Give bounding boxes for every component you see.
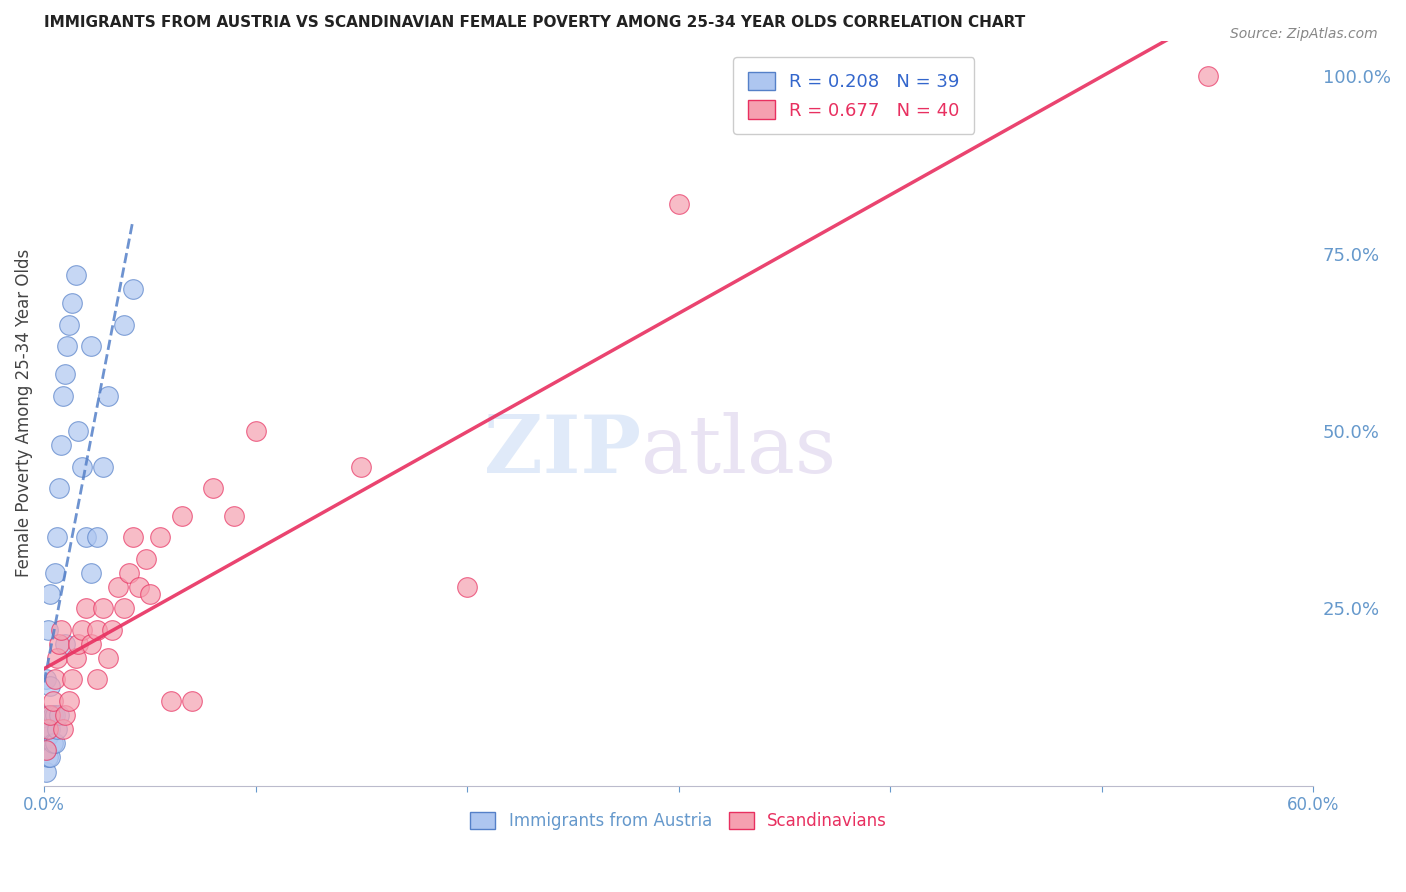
Point	[70, 459, 93, 474]
Point	[45, 722, 67, 736]
Point	[53, 637, 76, 651]
Point	[44, 707, 66, 722]
Point	[53, 707, 76, 722]
Point	[114, 318, 136, 332]
Point	[128, 580, 150, 594]
Point	[139, 587, 162, 601]
Point	[75, 531, 97, 545]
Point	[49, 623, 72, 637]
Y-axis label: Female Poverty Among 25-34 Year Olds: Female Poverty Among 25-34 Year Olds	[15, 249, 32, 577]
Point	[91, 601, 114, 615]
Point	[53, 368, 76, 382]
Point	[245, 424, 267, 438]
Point	[86, 531, 108, 545]
Point	[160, 693, 183, 707]
Point	[35, 673, 58, 687]
Point	[39, 587, 62, 601]
Point	[48, 637, 70, 651]
Point	[149, 531, 172, 545]
Point	[48, 707, 70, 722]
Point	[75, 601, 97, 615]
Point	[118, 566, 141, 580]
Point	[66, 637, 89, 651]
Text: IMMIGRANTS FROM AUSTRIA VS SCANDINAVIAN FEMALE POVERTY AMONG 25-34 YEAR OLDS COR: IMMIGRANTS FROM AUSTRIA VS SCANDINAVIAN …	[44, 15, 1025, 30]
Point	[58, 693, 80, 707]
Point	[350, 459, 373, 474]
Point	[122, 531, 145, 545]
Point	[60, 296, 83, 310]
Legend: Immigrants from Austria, Scandinavians: Immigrants from Austria, Scandinavians	[464, 805, 894, 837]
Point	[45, 531, 67, 545]
Point	[39, 680, 62, 694]
Point	[35, 743, 58, 757]
Point	[49, 438, 72, 452]
Point	[170, 509, 193, 524]
Point	[39, 707, 62, 722]
Point	[65, 651, 87, 665]
Point	[135, 551, 157, 566]
Point	[70, 623, 93, 637]
Point	[41, 736, 63, 750]
Point	[52, 388, 75, 402]
Point	[37, 729, 59, 743]
Point	[101, 623, 124, 637]
Point	[58, 318, 80, 332]
Point	[37, 750, 59, 764]
Point	[35, 743, 58, 757]
Point	[86, 673, 108, 687]
Point	[86, 623, 108, 637]
Point	[1197, 70, 1219, 84]
Point	[41, 707, 63, 722]
Point	[44, 566, 66, 580]
Point	[122, 282, 145, 296]
Point	[44, 673, 66, 687]
Point	[37, 707, 59, 722]
Point	[45, 651, 67, 665]
Point	[41, 693, 63, 707]
Point	[44, 736, 66, 750]
Point	[39, 750, 62, 764]
Point	[79, 339, 101, 353]
Point	[65, 268, 87, 282]
Point	[91, 459, 114, 474]
Point	[52, 722, 75, 736]
Point	[39, 722, 62, 736]
Point	[107, 580, 129, 594]
Point	[79, 637, 101, 651]
Text: atlas: atlas	[641, 411, 835, 490]
Point	[56, 339, 79, 353]
Point	[66, 424, 89, 438]
Point	[114, 601, 136, 615]
Point	[35, 722, 58, 736]
Point	[202, 481, 225, 495]
Text: Source: ZipAtlas.com: Source: ZipAtlas.com	[1230, 27, 1378, 41]
Point	[456, 580, 478, 594]
Point	[224, 509, 246, 524]
Point	[97, 651, 120, 665]
Point	[35, 764, 58, 779]
Text: ZIP: ZIP	[484, 411, 641, 490]
Point	[37, 722, 59, 736]
Point	[668, 197, 690, 211]
Point	[97, 388, 120, 402]
Point	[37, 623, 59, 637]
Point	[48, 481, 70, 495]
Point	[60, 673, 83, 687]
Point	[79, 566, 101, 580]
Point	[181, 693, 204, 707]
